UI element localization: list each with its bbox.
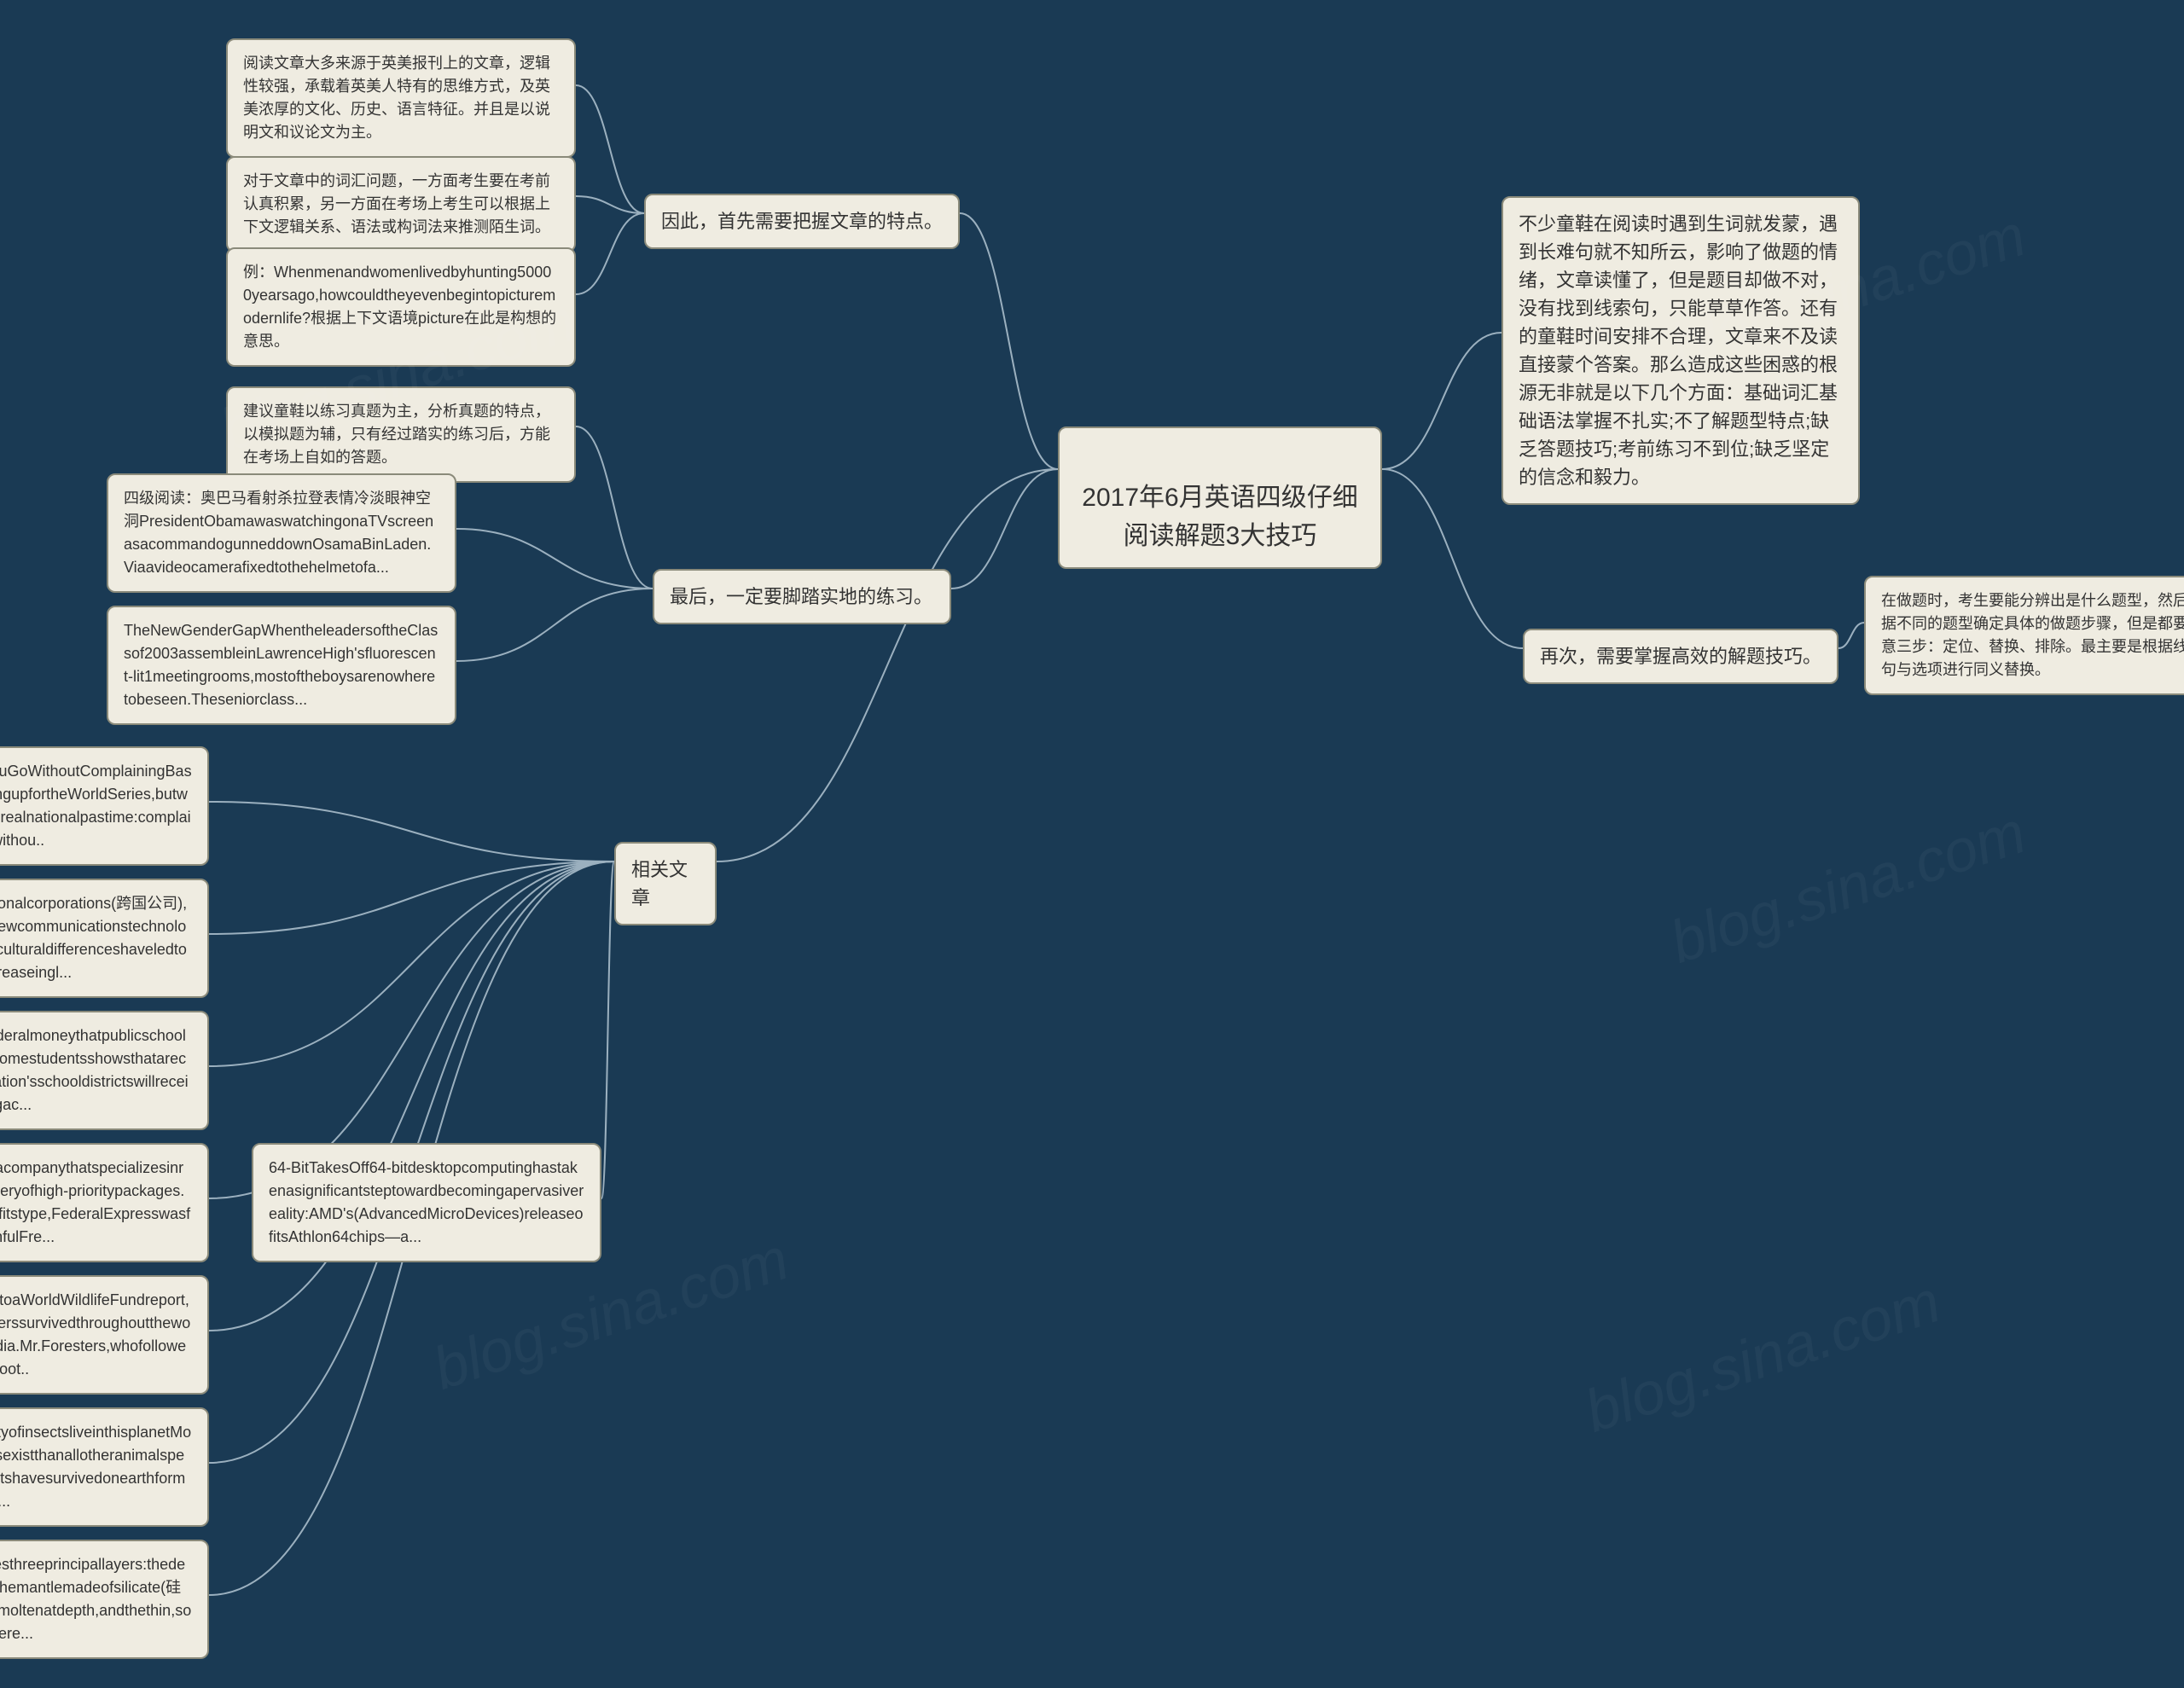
mindmap-node: 再次，需要掌握高效的解题技巧。 (1523, 629, 1838, 684)
node-text: 阅读文章大多来源于英美报刊上的文章，逻辑性较强，承载着英美人特有的思维方式，及英… (243, 55, 550, 141)
node-text: 相关文章 (631, 859, 688, 908)
node-text: 建议童鞋以练习真题为主，分析真题的特点，以模拟题为辅，只有经过踏实的练习后，方能… (243, 403, 550, 466)
watermark: blog.sina.com (1577, 1267, 1948, 1446)
node-text: 不少童鞋在阅读时遇到生词就发蒙，遇到长难句就不知所云，影响了做题的情绪，文章读懂… (1519, 213, 1838, 488)
node-text: HowLongCouldYouGoWithoutComplainingBaseb… (0, 763, 192, 849)
mindmap-node: HowLongCouldYouGoWithoutComplainingBaseb… (0, 746, 209, 866)
node-text: TheNewGenderGapWhentheleadersoftheClasso… (124, 622, 438, 708)
mindmap-node: 阅读文章大多来源于英美报刊上的文章，逻辑性较强，承载着英美人特有的思维方式，及英… (226, 38, 576, 158)
node-text: 例：Whenmenandwomenlivedbyhunting50000year… (243, 264, 556, 350)
mindmap-node: 对于文章中的词汇问题，一方面考生要在考前认真积累，另一方面在考场上考生可以根据上… (226, 156, 576, 252)
watermark: blog.sina.com (1662, 798, 2033, 977)
node-text: Theriseofmultinationalcorporations(跨国公司)… (0, 895, 187, 981)
mindmap-node: 在做题时，考生要能分辨出是什么题型，然后根据不同的题型确定具体的做题步骤，但是都… (1864, 576, 2184, 695)
root-text: 2017年6月英语四级仔细 阅读解题3大技巧 (1082, 484, 1357, 550)
mindmap-node: 因此，首先需要把握文章的特点。 (644, 194, 960, 249)
mindmap-node: TheNewGenderGapWhentheleadersoftheClasso… (107, 606, 456, 725)
node-text: 在做题时，考生要能分辨出是什么题型，然后根据不同的题型确定具体的做题步骤，但是都… (1881, 592, 2184, 678)
node-text: 因此，首先需要把握文章的特点。 (661, 211, 943, 232)
node-text: 64-BitTakesOff64-bitdesktopcomputinghast… (269, 1159, 584, 1245)
node-text: Anewanalysisoffederalmoneythatpublicscho… (0, 1027, 189, 1113)
mindmap-node: 不少童鞋在阅读时遇到生词就发蒙，遇到长难句就不知所云，影响了做题的情绪，文章读懂… (1502, 196, 1860, 505)
node-text: Aremarkablevarietyofinsectsliveinthispla… (0, 1424, 191, 1510)
mindmap-node: Anewanalysisoffederalmoneythatpublicscho… (0, 1011, 209, 1130)
mindmap-node: 最后，一定要脚踏实地的练习。 (653, 569, 951, 624)
mindmap-node: FederalExpressisacompanythatspecializesi… (0, 1143, 209, 1262)
mindmap-node: 相关文章 (614, 842, 717, 925)
mindmap-node: 例：Whenmenandwomenlivedbyhunting50000year… (226, 247, 576, 367)
node-text: FederalExpressisacompanythatspecializesi… (0, 1159, 190, 1245)
mindmap-node: TheEarthcomprisesthreeprincipallayers:th… (0, 1540, 209, 1659)
mindmap-node: By1970,accordingtoaWorldWildlifeFundrepo… (0, 1275, 209, 1395)
node-text: TheEarthcomprisesthreeprincipallayers:th… (0, 1556, 191, 1642)
node-text: 四级阅读：奥巴马看射杀拉登表情冷淡眼神空洞PresidentObamawaswa… (124, 490, 433, 576)
mindmap-node: 建议童鞋以练习真题为主，分析真题的特点，以模拟题为辅，只有经过踏实的练习后，方能… (226, 386, 576, 483)
mindmap-node: 四级阅读：奥巴马看射杀拉登表情冷淡眼神空洞PresidentObamawaswa… (107, 473, 456, 593)
mindmap-node: Theriseofmultinationalcorporations(跨国公司)… (0, 879, 209, 998)
node-text: 对于文章中的词汇问题，一方面考生要在考前认真积累，另一方面在考场上考生可以根据上… (243, 172, 550, 235)
mindmap-node: 64-BitTakesOff64-bitdesktopcomputinghast… (252, 1143, 601, 1262)
root-node: 2017年6月英语四级仔细 阅读解题3大技巧 (1058, 426, 1382, 569)
node-text: By1970,accordingtoaWorldWildlifeFundrepo… (0, 1291, 190, 1378)
mindmap-node: Aremarkablevarietyofinsectsliveinthispla… (0, 1407, 209, 1527)
node-text: 再次，需要掌握高效的解题技巧。 (1540, 646, 1821, 667)
node-text: 最后，一定要脚踏实地的练习。 (670, 586, 932, 607)
